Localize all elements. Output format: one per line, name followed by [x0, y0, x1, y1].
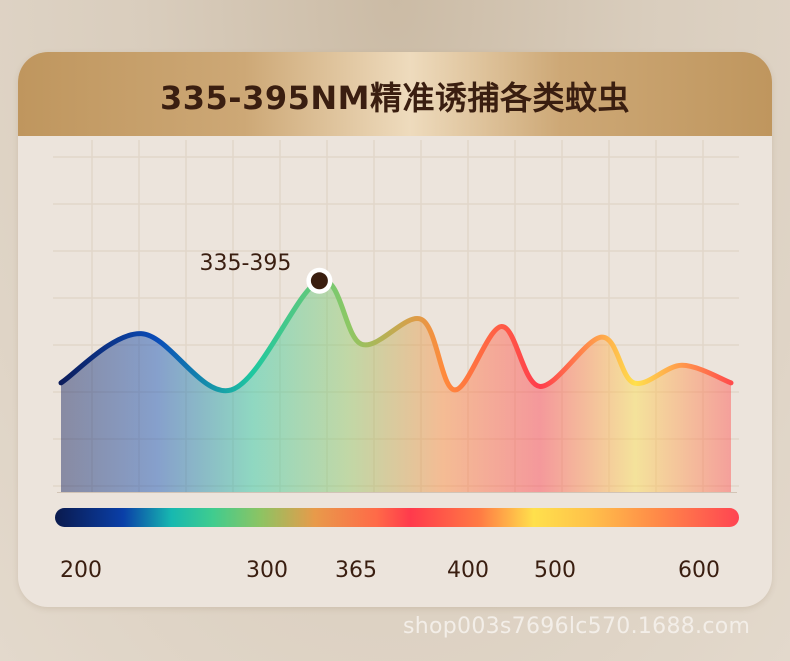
peak-marker [310, 272, 328, 290]
peak-label: 335-395 [199, 251, 291, 276]
x-tick-label: 400 [447, 558, 489, 583]
watermark: shop003s7696lc570.1688.com [403, 614, 751, 639]
x-tick-label: 600 [678, 558, 720, 583]
spectrum-bar [55, 508, 739, 527]
x-tick-label: 200 [60, 558, 102, 583]
page-title: 335-395NM精准诱捕各类蚊虫 [159, 79, 630, 117]
x-tick-label: 300 [246, 558, 288, 583]
x-tick-label: 365 [335, 558, 377, 583]
spectrum-area [61, 280, 731, 492]
spectrum-curve [58, 277, 734, 394]
x-tick-label: 500 [534, 558, 576, 583]
card-header: 335-395NM精准诱捕各类蚊虫 [18, 52, 772, 136]
